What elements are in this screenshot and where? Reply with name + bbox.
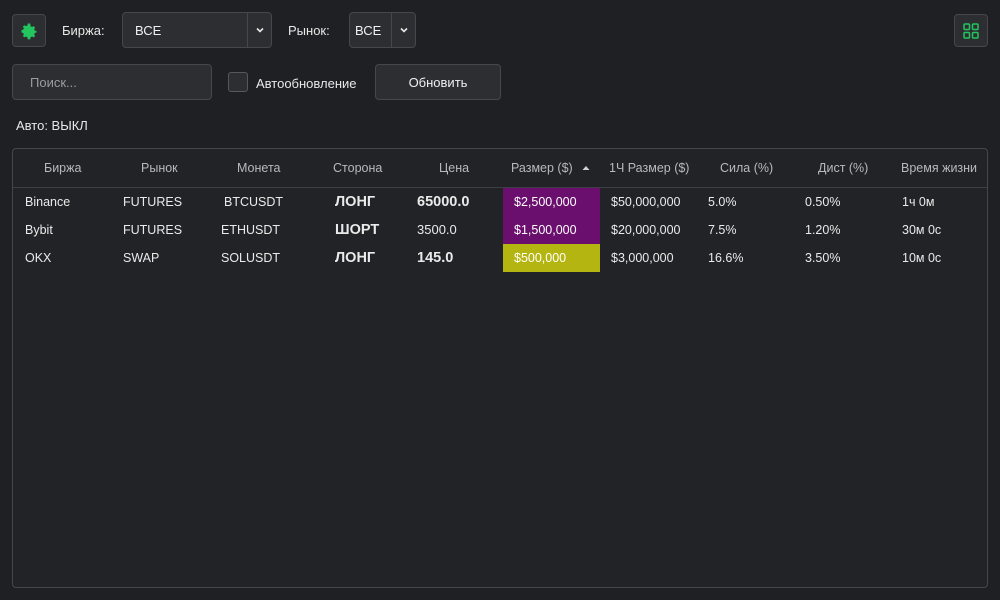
cell-coin: BTCUSDT	[224, 195, 284, 209]
cell-exchange: OKX	[25, 251, 52, 265]
cell-size: $2,500,000	[503, 188, 600, 216]
autorefresh-label: Автообновление	[256, 76, 357, 91]
cell-coin: SOLUSDT	[221, 251, 281, 265]
cell-lifetime: 10м 0с	[902, 251, 942, 265]
layout-toggle-button[interactable]	[954, 14, 988, 47]
cell-strength: 7.5%	[708, 223, 737, 237]
col-header-size[interactable]: Размер ($)	[511, 161, 573, 175]
cell-exchange: Bybit	[25, 223, 53, 237]
exchange-select[interactable]: ВСЕ	[122, 12, 272, 48]
cell-market: SWAP	[123, 251, 160, 265]
col-header-coin[interactable]: Монета	[237, 161, 281, 175]
cell-lifetime: 1ч 0м	[902, 195, 935, 209]
cell-price: 145.0	[417, 250, 454, 266]
table-row[interactable]: Bybit FUTURES ETHUSDT ШОРТ 3500.0 $1,500…	[13, 216, 987, 244]
cell-lifetime: 30м 0с	[902, 223, 942, 237]
sort-arrow-up-icon	[581, 162, 591, 176]
col-header-price[interactable]: Цена	[439, 161, 470, 175]
cell-strength: 5.0%	[708, 195, 737, 209]
market-select-value: ВСЕ	[355, 22, 382, 38]
col-header-side[interactable]: Сторона	[333, 161, 383, 175]
col-header-market[interactable]: Рынок	[141, 161, 178, 175]
cell-size: $500,000	[503, 244, 600, 272]
chevron-down-icon	[391, 13, 415, 47]
col-header-strength[interactable]: Сила (%)	[720, 161, 774, 175]
cell-dist: 0.50%	[805, 195, 841, 209]
cell-exchange: Binance	[25, 195, 71, 209]
exchange-select-value: ВСЕ	[135, 22, 162, 38]
chevron-down-icon	[247, 13, 271, 47]
gear-icon	[21, 23, 37, 39]
exchange-label: Биржа:	[62, 23, 105, 38]
cell-price: 65000.0	[417, 194, 470, 210]
cell-side: ЛОНГ	[335, 250, 376, 266]
orders-table: Биржа Рынок Монета Сторона Цена Размер (…	[12, 148, 988, 588]
cell-size-1h: $20,000,000	[611, 223, 681, 237]
col-header-dist[interactable]: Дист (%)	[818, 161, 869, 175]
market-select[interactable]: ВСЕ	[349, 12, 416, 48]
autorefresh-checkbox[interactable]	[228, 72, 248, 92]
table-row[interactable]: OKX SWAP SOLUSDT ЛОНГ 145.0 $500,000 $3,…	[13, 244, 987, 272]
settings-button[interactable]	[12, 14, 46, 47]
cell-coin: ETHUSDT	[221, 223, 281, 237]
cell-market: FUTURES	[123, 195, 183, 209]
cell-size-1h: $50,000,000	[611, 195, 681, 209]
cell-side: ШОРТ	[335, 222, 380, 238]
cell-strength: 16.6%	[708, 251, 744, 265]
col-header-exchange[interactable]: Биржа	[44, 161, 82, 175]
cell-market: FUTURES	[123, 223, 183, 237]
market-label: Рынок:	[288, 23, 330, 38]
grid-icon	[963, 22, 979, 39]
cell-dist: 1.20%	[805, 223, 841, 237]
cell-size: $1,500,000	[503, 216, 600, 244]
cell-side: ЛОНГ	[335, 194, 376, 210]
auto-status-text: Авто: ВЫКЛ	[16, 118, 88, 133]
refresh-button[interactable]: Обновить	[375, 64, 501, 100]
col-header-lifetime[interactable]: Время жизни	[901, 161, 978, 175]
table-row[interactable]: Binance FUTURES BTCUSDT ЛОНГ 65000.0 $2,…	[13, 188, 987, 216]
cell-dist: 3.50%	[805, 251, 841, 265]
col-header-size-1h[interactable]: 1Ч Размер ($)	[609, 161, 690, 175]
cell-size-1h: $3,000,000	[611, 251, 674, 265]
search-input[interactable]	[12, 64, 212, 100]
table-header: Биржа Рынок Монета Сторона Цена Размер (…	[13, 149, 987, 188]
cell-price: 3500.0	[417, 222, 457, 237]
